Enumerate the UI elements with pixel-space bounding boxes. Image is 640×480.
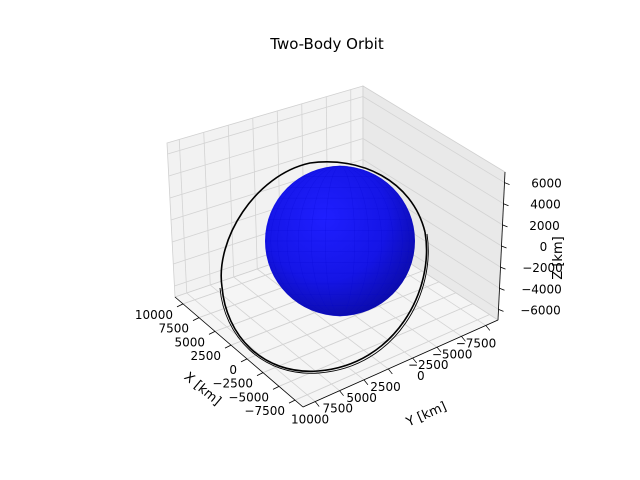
orbit-back xyxy=(220,161,426,288)
x-tick-mark xyxy=(192,317,200,321)
x-tick-label: 5000 xyxy=(174,335,205,349)
sphere-body xyxy=(265,166,415,316)
x-tick-mark xyxy=(176,303,184,308)
z-tick-label: −6000 xyxy=(520,303,561,317)
tick-labels: 100007500500025000−2500−5000−75001000075… xyxy=(135,177,563,427)
z-tick-mark xyxy=(500,266,506,270)
x-tick-mark xyxy=(208,331,216,335)
z-tick-mark xyxy=(498,309,504,312)
z-tick-label: −4000 xyxy=(521,282,562,296)
orbit-front xyxy=(221,231,428,372)
x-tick-label: 10000 xyxy=(135,308,173,322)
z-tick-mark xyxy=(504,182,510,185)
y-tick-mark xyxy=(461,336,466,342)
x-tick-label: −7500 xyxy=(244,404,285,418)
axes-panes xyxy=(166,85,506,408)
z-tick-mark xyxy=(503,203,509,207)
x-tick-mark xyxy=(272,386,280,390)
y-tick-mark xyxy=(314,401,320,407)
orbit-front-inner xyxy=(219,233,429,374)
x-tick-mark xyxy=(224,344,232,349)
sphere-meridian xyxy=(298,165,382,317)
sphere-meridian xyxy=(286,165,394,317)
floor-grid-line xyxy=(294,314,490,401)
z-tick-label: 6000 xyxy=(531,177,562,191)
y-tick-label: 7500 xyxy=(323,402,354,416)
z-tick-label: −2000 xyxy=(522,261,563,275)
y-tick-label: −2500 xyxy=(408,358,449,372)
floor-grid-line xyxy=(257,268,389,370)
y-tick-label: 2500 xyxy=(370,380,401,394)
z-tick-mark xyxy=(501,245,507,249)
z-tick-mark xyxy=(499,287,505,291)
z-grid-line xyxy=(362,117,504,205)
x-tick-mark xyxy=(240,358,248,363)
y-tick-mark xyxy=(412,357,417,364)
y-tick-mark xyxy=(436,346,442,353)
y-tick-label: −7500 xyxy=(456,336,497,350)
sphere-meridian xyxy=(277,165,403,317)
y-tick-mark xyxy=(339,390,344,396)
z-grid-line xyxy=(168,117,364,177)
y-tick-label: −5000 xyxy=(432,347,473,361)
x-tick-mark xyxy=(256,372,264,376)
floor-grid-line xyxy=(233,276,365,381)
x-tick-label: 2500 xyxy=(190,349,221,363)
planet-sphere xyxy=(265,165,415,317)
floor-grid-line xyxy=(278,303,473,387)
x-axis-line xyxy=(174,296,304,408)
y-tick-label: 0 xyxy=(417,369,425,383)
z-grid-line xyxy=(167,96,364,155)
y-tick-mark xyxy=(485,325,491,331)
y-tick-label: 10000 xyxy=(291,413,329,427)
z-grid-line xyxy=(362,138,503,226)
z-grid-line xyxy=(362,159,502,247)
y-tick-mark xyxy=(388,368,393,375)
sphere-meridian xyxy=(325,165,355,317)
x-tick-label: 7500 xyxy=(158,322,189,336)
sphere-mesh xyxy=(265,165,415,317)
x-tick-mark xyxy=(288,399,296,404)
z-axis-label: Z [km] xyxy=(551,236,566,279)
z-tick-label: 2000 xyxy=(529,219,560,233)
tick-marks xyxy=(176,182,510,407)
sphere-meridian xyxy=(270,165,410,317)
y-axis-line xyxy=(302,319,499,408)
y-tick-mark xyxy=(363,379,369,386)
x-tick-label: 0 xyxy=(229,363,237,377)
floor-grid-line xyxy=(262,292,456,373)
x-tick-label: −2500 xyxy=(212,377,253,391)
orbit-path xyxy=(219,161,429,374)
z-tick-label: 0 xyxy=(540,240,548,254)
y-axis-label: Y [km] xyxy=(403,399,449,430)
floor-grid-line xyxy=(186,292,316,402)
z-tick-label: 4000 xyxy=(530,198,561,212)
chart-title: Two-Body Orbit xyxy=(269,35,384,53)
y-tick-label: 5000 xyxy=(346,391,377,405)
sphere-meridian xyxy=(311,165,369,317)
sphere-meridian xyxy=(266,165,414,317)
z-grid-line xyxy=(362,96,505,183)
z-tick-mark xyxy=(502,224,508,228)
floor-grid-line xyxy=(246,281,440,360)
z-grid-line xyxy=(169,138,364,199)
x-tick-label: −5000 xyxy=(228,390,269,404)
